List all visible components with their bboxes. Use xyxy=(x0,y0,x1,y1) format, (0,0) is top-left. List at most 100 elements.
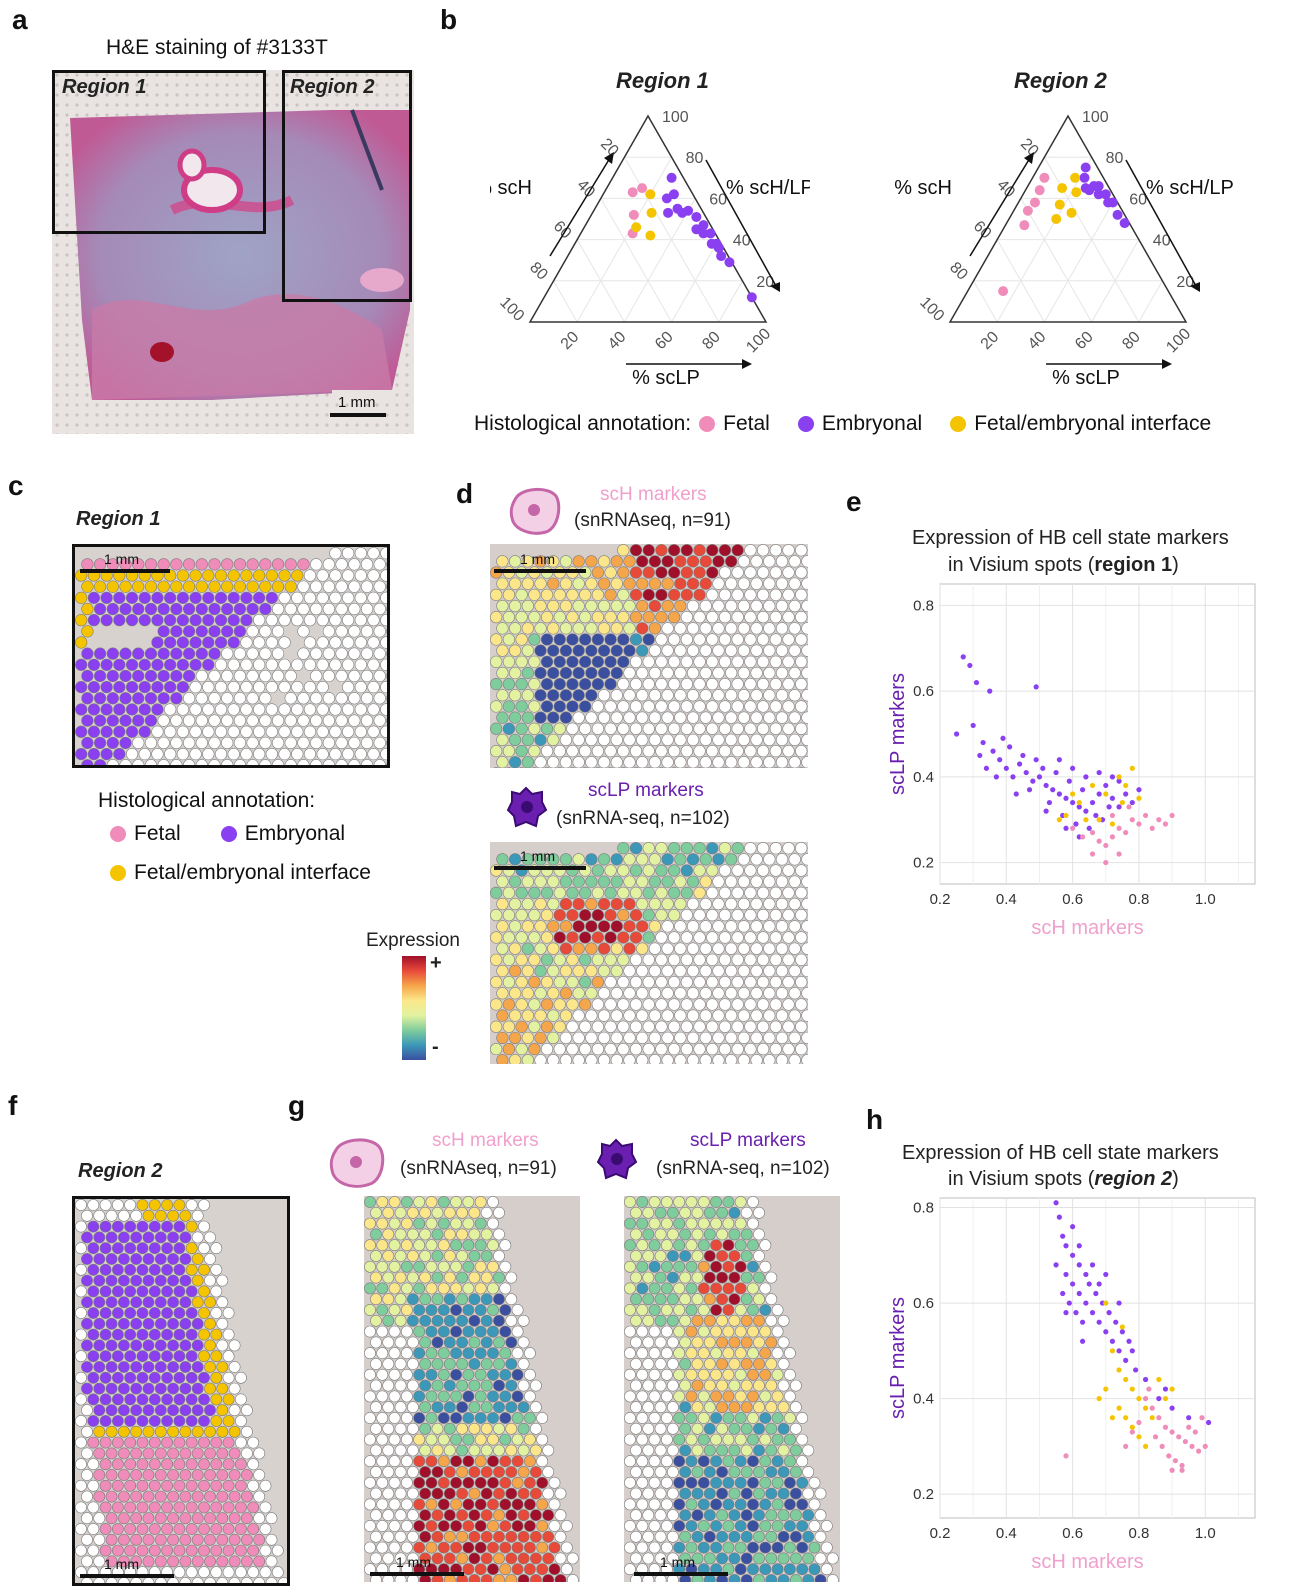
visium-spot xyxy=(431,1444,444,1457)
visium-spot xyxy=(490,655,503,668)
visium-spot xyxy=(718,1042,732,1056)
visium-spot xyxy=(173,1566,186,1579)
visium-spot xyxy=(118,1317,130,1330)
visium-spot xyxy=(642,744,655,758)
visium-spot xyxy=(753,1379,765,1392)
visium-spot xyxy=(204,1361,216,1373)
visium-spot xyxy=(750,942,763,955)
visium-spot xyxy=(144,647,158,660)
visium-spot xyxy=(474,1282,487,1295)
visium-spot xyxy=(322,558,335,571)
visium-spot xyxy=(536,1455,549,1468)
visium-spot xyxy=(297,736,310,750)
visium-spot xyxy=(125,681,139,694)
visium-spot xyxy=(394,1250,407,1262)
data-point xyxy=(1103,1300,1109,1306)
visium-spot xyxy=(757,864,770,877)
visium-spot xyxy=(808,1541,821,1554)
visium-spot xyxy=(655,864,668,877)
visium-spot xyxy=(585,1054,598,1064)
visium-spot xyxy=(782,566,795,579)
visium-spot xyxy=(642,655,655,668)
visium-spot xyxy=(699,666,712,680)
visium-spot xyxy=(617,864,630,877)
visium-spot xyxy=(198,1199,210,1211)
visium-spot xyxy=(782,722,795,735)
visium-spot xyxy=(604,998,617,1011)
visium-spot xyxy=(370,1358,382,1370)
y-tick-label: 0.2 xyxy=(913,1486,934,1503)
visium-spot xyxy=(179,1555,192,1568)
visium-spot xyxy=(468,1487,481,1500)
visium-spot xyxy=(597,920,611,933)
visium-spot xyxy=(642,864,655,877)
visium-spot xyxy=(431,1509,444,1522)
visium-spot xyxy=(401,1196,413,1208)
visium-spot xyxy=(468,1206,481,1219)
visium-spot xyxy=(87,1350,100,1363)
visium-spot xyxy=(757,886,770,899)
visium-spot xyxy=(753,1271,765,1284)
h-title-post: ) xyxy=(1172,1168,1179,1190)
visium-spot xyxy=(382,1314,395,1327)
visium-spot xyxy=(591,678,604,691)
visium-spot xyxy=(214,725,228,738)
visium-spot xyxy=(630,1358,642,1370)
visium-spot xyxy=(364,1455,376,1468)
visium-spot xyxy=(105,1404,118,1417)
visium-spot xyxy=(686,1031,700,1045)
visium-spot xyxy=(697,1325,710,1338)
visium-spot xyxy=(99,1220,112,1233)
data-point xyxy=(1152,1434,1159,1440)
visium-spot xyxy=(636,987,649,1000)
data-point xyxy=(1109,1338,1116,1344)
visium-spot xyxy=(788,555,801,568)
d-sclp-label: scLP markers xyxy=(588,780,704,801)
visium-spot xyxy=(585,942,598,955)
visium-spot xyxy=(559,920,573,933)
visium-spot xyxy=(661,689,674,702)
visium-spot xyxy=(604,744,617,758)
visium-spot xyxy=(401,1325,413,1338)
visium-spot xyxy=(505,1358,518,1370)
visium-spot xyxy=(100,747,113,761)
x-axis-label: scH markers xyxy=(1031,1551,1143,1573)
visium-spot xyxy=(648,875,662,888)
visium-spot xyxy=(636,1282,649,1295)
visium-spot xyxy=(540,744,554,758)
visium-spot xyxy=(221,692,234,705)
visium-spot xyxy=(728,1466,741,1478)
visium-spot xyxy=(585,875,598,888)
data-point xyxy=(997,757,1003,763)
visium-spot xyxy=(93,1490,106,1503)
visium-spot xyxy=(112,1436,124,1449)
visium-spot xyxy=(443,1250,456,1262)
visium-spot xyxy=(679,1358,692,1370)
data-point xyxy=(1083,1271,1089,1278)
visium-spot xyxy=(87,1242,100,1255)
visium-spot xyxy=(216,1361,229,1373)
visium-spot xyxy=(431,1530,444,1543)
visium-spot xyxy=(118,1404,130,1417)
visium-spot xyxy=(718,864,732,877)
visium-spot xyxy=(737,987,750,1000)
visium-spot xyxy=(419,1293,432,1306)
visium-spot xyxy=(731,953,744,966)
x-tick-label: 1.0 xyxy=(1195,1525,1216,1542)
visium-spot xyxy=(699,733,712,747)
visium-spot xyxy=(419,1379,432,1392)
visium-spot xyxy=(753,1250,765,1262)
visium-spot xyxy=(636,1054,649,1064)
visium-spot xyxy=(81,1533,93,1546)
visium-spot xyxy=(443,1271,456,1284)
visium-spot xyxy=(394,1206,407,1219)
visium-spot xyxy=(636,920,649,933)
visium-spot xyxy=(661,1031,674,1045)
visium-spot xyxy=(725,577,738,590)
visium-spot xyxy=(161,1436,173,1449)
visium-spot xyxy=(744,953,757,966)
visium-spot xyxy=(757,953,770,966)
visium-spot xyxy=(668,886,681,899)
visium-spot xyxy=(579,1020,592,1033)
visium-spot xyxy=(693,998,706,1011)
